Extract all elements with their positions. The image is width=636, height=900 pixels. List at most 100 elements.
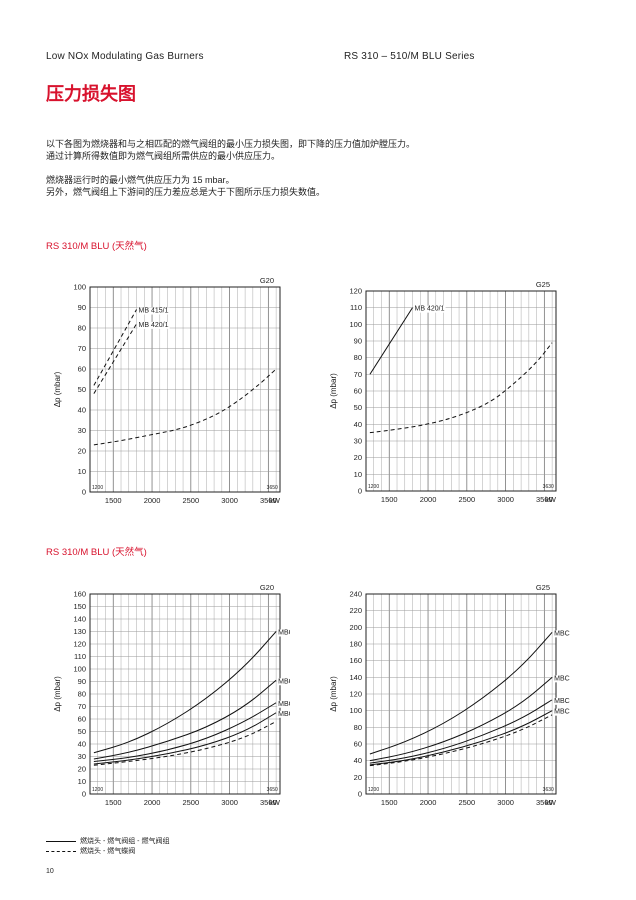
y-tick-label: 20 xyxy=(354,453,362,462)
plot-frame xyxy=(365,593,557,795)
series-label: MBC 1200/1 xyxy=(554,630,570,637)
y-tick-label: 60 xyxy=(354,740,362,749)
y-tick-label: 80 xyxy=(78,690,86,699)
y-tick-label: 70 xyxy=(78,702,86,711)
series-label-bg xyxy=(277,700,290,708)
x-tick-label: 1500 xyxy=(381,798,398,807)
x-tick-label: 3000 xyxy=(221,798,238,807)
series-label: MBC 3100/1 xyxy=(554,698,570,705)
legend-dashed-swatch xyxy=(46,850,76,852)
plot-frame xyxy=(89,593,281,795)
y-tick-label: 180 xyxy=(349,640,362,649)
y-tick-label: 0 xyxy=(82,488,86,497)
x-tick-label: 3500 xyxy=(260,798,277,807)
x-tick-label: 2000 xyxy=(144,798,161,807)
y-tick-label: 80 xyxy=(78,324,86,333)
y-tick-label: 40 xyxy=(354,420,362,429)
x-tick-label: 3500 xyxy=(536,495,553,504)
series-label: MB 415/1 xyxy=(139,308,169,315)
series-label-bg xyxy=(137,321,170,329)
y-tick-label: 220 xyxy=(349,606,362,615)
y-tick-label: 30 xyxy=(78,752,86,761)
y-tick-label: 90 xyxy=(354,337,362,346)
y-tick-label: 110 xyxy=(74,652,86,661)
legend-solid: 燃烧头 - 燃气阀组 - 燃气阀组 xyxy=(46,836,169,846)
series-line xyxy=(369,632,553,755)
gas-type-label: G25 xyxy=(536,280,550,289)
x-tick-label: 2500 xyxy=(458,798,475,807)
y-tick-label: 100 xyxy=(73,665,86,674)
y-tick-label: 120 xyxy=(349,287,362,296)
x-axis-label: kW xyxy=(545,495,557,504)
series-line xyxy=(93,631,277,754)
series-line xyxy=(369,342,553,434)
x-tick-label: 3000 xyxy=(497,798,514,807)
series-label-bg xyxy=(277,629,290,637)
x-tick-label: 1500 xyxy=(381,495,398,504)
series-line xyxy=(93,323,137,394)
chart-2: 0 10 20 30 40 50 60 70 80 90 100 110 120 1500 2000 2500… xyxy=(329,280,557,504)
y-tick-label: 0 xyxy=(358,790,362,799)
series-label: MBC 1900/1 xyxy=(278,678,290,685)
y-tick-label: 240 xyxy=(349,590,362,599)
y-axis-label: Δp (mbar) xyxy=(53,371,62,407)
series-label-bg xyxy=(137,307,170,315)
series-label-bg xyxy=(553,675,570,683)
y-axis-label: Δp (mbar) xyxy=(329,676,338,712)
legend-dashed-label: 燃烧头 - 燃气蝶阀 xyxy=(80,848,136,855)
y-tick-label: 20 xyxy=(354,773,362,782)
x-min-label: 1200 xyxy=(92,485,103,491)
x-tick-label: 3000 xyxy=(497,495,514,504)
x-tick-label: 2500 xyxy=(182,798,199,807)
y-tick-label: 50 xyxy=(78,385,86,394)
y-tick-label: 90 xyxy=(78,303,86,312)
section-heading-2: RS 310/M BLU (天然气) xyxy=(46,547,147,558)
x-axis-label: kW xyxy=(545,798,557,807)
y-tick-label: 50 xyxy=(354,403,362,412)
y-tick-label: 100 xyxy=(349,706,362,715)
x-max-label: 3650 xyxy=(267,787,278,793)
section-heading-1: RS 310/M BLU (天然气) xyxy=(46,241,147,252)
x-tick-label: 2000 xyxy=(420,495,437,504)
chart-3: 0 10 20 30 40 50 60 70 80 90 100 110 120 130 140 150 160… xyxy=(53,583,290,807)
y-tick-label: 40 xyxy=(354,756,362,765)
y-tick-label: 200 xyxy=(349,623,362,632)
gas-type-label: G20 xyxy=(260,276,274,285)
y-tick-label: 80 xyxy=(354,723,362,732)
series-line xyxy=(369,307,413,375)
series-label: MBC 5000/1 xyxy=(554,709,570,716)
y-tick-label: 60 xyxy=(78,715,86,724)
y-tick-label: 60 xyxy=(78,365,86,374)
series-label: MB 420/1 xyxy=(415,306,445,313)
x-tick-label: 2500 xyxy=(182,496,199,505)
x-max-label: 3650 xyxy=(267,485,278,491)
x-tick-label: 1500 xyxy=(105,798,122,807)
plot-frame xyxy=(365,290,557,492)
header-right: RS 310 – 510/M BLU Series xyxy=(344,51,475,62)
y-tick-label: 30 xyxy=(354,437,362,446)
intro-line-3: 燃烧器运行时的最小燃气供应压力为 15 mbar。 xyxy=(46,175,235,185)
y-tick-label: 0 xyxy=(358,487,362,496)
y-tick-label: 80 xyxy=(354,353,362,362)
x-axis-label: kW xyxy=(269,798,281,807)
y-tick-label: 100 xyxy=(349,320,362,329)
page-title: 压力损失图 xyxy=(46,84,136,104)
y-tick-label: 0 xyxy=(82,790,86,799)
x-min-label: 1200 xyxy=(92,787,103,793)
intro-line-4: 另外，燃气阀组上下游间的压力差应总是大于下图所示压力损失数值。 xyxy=(46,187,326,197)
series-line xyxy=(93,309,137,386)
y-tick-label: 20 xyxy=(78,765,86,774)
y-tick-label: 40 xyxy=(78,740,86,749)
series-label-bg xyxy=(277,678,290,686)
intro-line-2: 通过计算所得数值即为燃气阀组所需供应的最小供应压力。 xyxy=(46,151,281,161)
y-tick-label: 40 xyxy=(78,406,86,415)
series-label: MB 420/1 xyxy=(139,322,169,329)
series-label: MBC 5000/1 xyxy=(278,711,290,718)
y-tick-label: 120 xyxy=(73,640,86,649)
x-tick-label: 3500 xyxy=(536,798,553,807)
x-tick-label: 2500 xyxy=(458,495,475,504)
series-line xyxy=(369,714,553,767)
y-tick-label: 50 xyxy=(78,727,86,736)
series-label-bg xyxy=(413,305,446,313)
x-tick-label: 1500 xyxy=(105,496,122,505)
